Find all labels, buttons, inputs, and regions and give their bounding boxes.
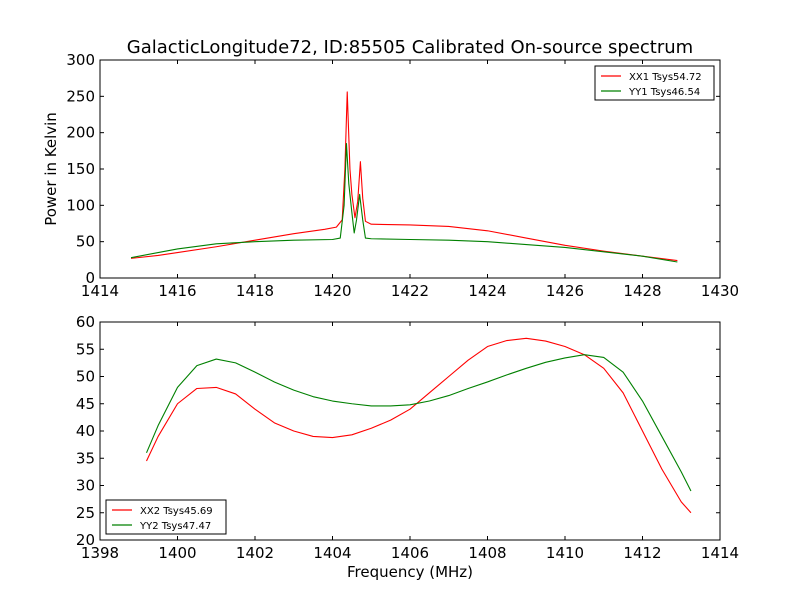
legend-label-2: YY2 Tsys47.47 <box>139 521 211 532</box>
legend: XX1 Tsys54.72 YY1 Tsys46.54 <box>594 65 715 101</box>
series-line-2 <box>130 143 678 263</box>
legend-box <box>105 499 227 535</box>
x-tick-label: 1428 <box>623 282 661 300</box>
y-tick-label: 0 <box>85 269 95 287</box>
bottom-spectrum-axes: 1398 1400 1402 1404 1406 1408 1410 1412 1414 20 25… <box>76 313 739 581</box>
x-tick-label: 1408 <box>468 544 506 562</box>
figure-title: GalacticLongitude72, ID:85505 Calibrated… <box>127 37 693 58</box>
series-line-1 <box>146 337 692 514</box>
y-tick-label: 300 <box>66 51 95 69</box>
y-tick-label: 20 <box>76 531 95 549</box>
legend-label-2: YY1 Tsys46.54 <box>628 87 700 98</box>
y-tick-label: 150 <box>66 160 95 178</box>
y-tick-label: 45 <box>76 395 95 413</box>
y-tick-label: 100 <box>66 196 95 214</box>
legend-box <box>594 65 715 101</box>
y-tick-label: 50 <box>76 368 95 386</box>
y-tick-label: 60 <box>76 313 95 331</box>
x-tick-label: 1402 <box>236 544 274 562</box>
x-tick-label: 1412 <box>623 544 661 562</box>
y-tick-label: 25 <box>76 504 95 522</box>
x-tick-label: 1398 <box>81 544 119 562</box>
series-line-2 <box>145 354 692 492</box>
x-tick-label: 1416 <box>158 282 196 300</box>
x-tick-label: 1430 <box>701 282 739 300</box>
legend: XX2 Tsys45.69 YY2 Tsys47.47 <box>105 499 227 535</box>
y-tick-label: 200 <box>66 124 95 142</box>
y-axis-label: Power in Kelvin <box>42 112 60 226</box>
x-tick-label: 1404 <box>313 544 351 562</box>
y-tick-label: 55 <box>76 340 95 358</box>
x-axis-label: Frequency (MHz) <box>347 563 473 581</box>
x-tick-label: 1426 <box>546 282 584 300</box>
x-tick-label: 1424 <box>468 282 506 300</box>
x-tick-label: 1422 <box>391 282 429 300</box>
series-line-1 <box>130 91 678 262</box>
x-tick-label: 1410 <box>546 544 584 562</box>
x-tick-label: 1414 <box>701 544 739 562</box>
y-tick-label: 40 <box>76 422 95 440</box>
y-tick-label: 250 <box>66 87 95 105</box>
x-tick-label: 1406 <box>391 544 429 562</box>
legend-label-1: XX2 Tsys45.69 <box>140 506 213 517</box>
x-tick-label: 1420 <box>313 282 351 300</box>
y-tick-label: 35 <box>76 449 95 467</box>
x-tick-label: 1414 <box>81 282 119 300</box>
y-tick-label: 50 <box>76 233 95 251</box>
legend-label-1: XX1 Tsys54.72 <box>629 72 702 83</box>
x-tick-label: 1400 <box>158 544 196 562</box>
y-tick-label: 30 <box>76 477 95 495</box>
x-tick-label: 1418 <box>236 282 274 300</box>
top-spectrum-axes: 1414 1416 1418 1420 1422 1424 1426 1428 1430 0 50 1… <box>42 51 739 300</box>
